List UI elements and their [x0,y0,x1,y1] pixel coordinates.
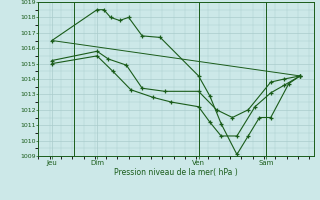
X-axis label: Pression niveau de la mer( hPa ): Pression niveau de la mer( hPa ) [114,168,238,177]
